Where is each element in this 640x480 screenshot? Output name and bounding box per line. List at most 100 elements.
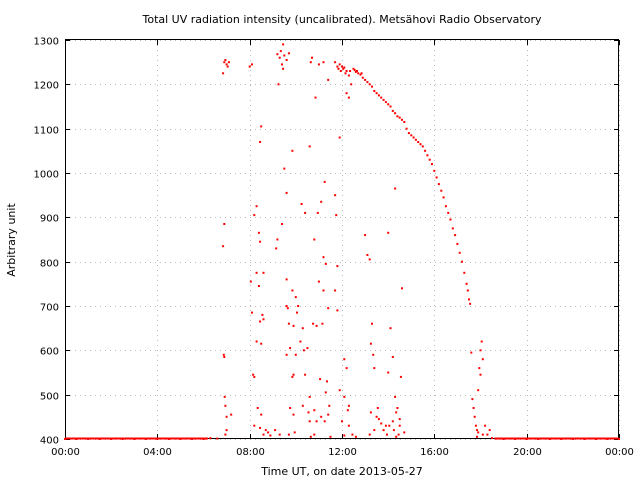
data-point [274,429,277,432]
data-point [324,391,327,394]
data-point [405,127,408,130]
data-point [341,420,343,423]
y-tick-label: 1300 [34,37,59,48]
data-point [320,415,323,418]
data-point [285,305,288,307]
data-point [301,404,304,407]
data-point [260,413,263,416]
data-point [276,238,279,241]
data-point [394,187,397,190]
data-point [309,61,312,64]
data-point [373,429,376,432]
data-point [426,154,429,157]
y-tick-label: 1100 [34,126,59,137]
data-point [320,200,323,203]
data-point [343,358,346,361]
data-point [368,258,371,261]
data-point [364,78,367,81]
data-point [451,227,454,230]
data-point [449,218,452,221]
data-point [414,138,417,141]
data-point [440,189,443,192]
y-tick-label: 900 [40,214,59,225]
data-point [468,298,470,301]
data-point [353,69,356,72]
data-point [343,434,346,437]
y-tick-label: 500 [40,392,59,403]
data-point [398,116,401,119]
data-point [317,280,320,283]
data-point [327,307,330,310]
data-point [281,223,283,225]
data-point [216,437,219,440]
data-point [326,380,328,383]
data-point [394,112,397,115]
data-point [301,327,304,330]
grid [65,40,620,440]
data-point [491,437,493,440]
data-point [291,375,294,378]
data-point [260,342,263,345]
y-tick-label: 1000 [34,170,59,181]
data-point [283,167,286,170]
data-point [369,342,372,345]
data-point [387,103,390,106]
data-point [410,134,413,137]
data-point [351,433,354,436]
data-point [223,395,226,398]
data-point [346,409,349,412]
data-point [392,429,395,432]
data-point [319,378,322,381]
data-point [255,340,258,343]
data-point [345,70,348,72]
data-point [352,67,355,70]
data-point [224,433,227,436]
data-point [224,404,227,407]
data-point [359,73,362,76]
data-point [369,411,372,414]
axis-ticks: 00:00 04:00 08:00 12:00 16:00 20:00 00:0040050… [34,37,634,459]
data-point [223,356,226,358]
data-point [377,418,380,421]
data-point [248,65,251,68]
data-point [476,435,478,438]
data-point [368,83,371,86]
data-point [366,81,369,84]
x-axis-label: Time UT, on date 2013-05-27 [260,465,423,478]
chart-title: Total UV radiation intensity (uncalibrat… [142,13,542,26]
data-point [382,429,385,432]
data-point [251,311,253,314]
data-point [322,61,325,64]
data-point [398,424,401,427]
data-point [308,145,311,148]
data-point [293,431,296,434]
data-point [225,429,228,432]
data-point [316,211,319,214]
data-point [262,271,265,274]
data-point [466,289,469,292]
data-point [373,90,376,92]
data-point [289,407,292,409]
data-point [372,353,375,356]
data-point [421,145,424,148]
data-point [256,407,259,409]
data-point [297,305,300,307]
data-point [433,169,436,172]
data-point [285,278,288,281]
y-axis-label: Arbitrary unit [5,203,18,277]
data-point [311,56,313,59]
data-point [345,92,348,95]
data-point [391,420,394,423]
data-point [368,433,371,436]
data-point [252,373,255,376]
data-point [375,415,378,418]
data-point [291,149,294,152]
data-point [398,418,401,421]
data-point [488,429,491,432]
data-point [431,163,433,166]
data-point [376,407,379,409]
data-point [315,420,318,423]
data-point [458,251,461,254]
data-point [259,426,262,429]
data-point [278,56,281,59]
